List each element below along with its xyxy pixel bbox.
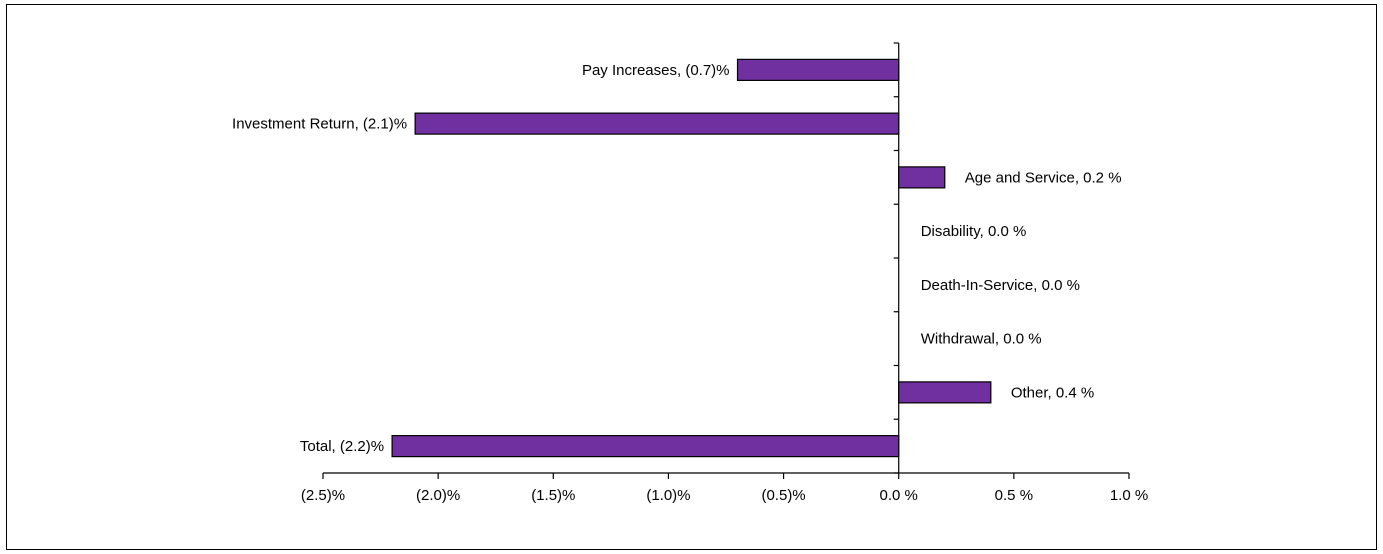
bar-pay-increases (736, 58, 900, 81)
x-tick-label: (1.0)% (646, 487, 690, 504)
bar-total (391, 435, 900, 458)
data-label: Withdrawal, 0.0 % (921, 331, 1042, 348)
x-tick-label: (1.5)% (531, 487, 575, 504)
gain-loss-bar-chart: (2.5)% (2.0)% (1.5)% (1.0)% (0.5)% 0.0 % 0.5 %… (232, 42, 1148, 504)
bar-investment-return (414, 112, 900, 135)
x-tick-label: 0.5 % (995, 487, 1033, 504)
axes: (2.5)% (2.0)% (1.5)% (1.0)% (0.5)% 0.0 % 0.5 %… (301, 42, 1148, 504)
data-label: Pay Increases, (0.7)% (582, 62, 730, 79)
x-tick-label: 1.0 % (1110, 487, 1148, 504)
data-label: Investment Return, (2.1)% (232, 116, 407, 133)
data-label: Death-In-Service, 0.0 % (921, 277, 1080, 294)
data-labels: Pay Increases, (0.7)% Investment Return, … (232, 62, 1122, 455)
data-label: Other, 0.4 % (1011, 384, 1094, 401)
x-tick-label: (0.5)% (761, 487, 805, 504)
data-label: Age and Service, 0.2 % (965, 169, 1122, 186)
bar-age-and-service (898, 166, 946, 189)
data-label: Disability, 0.0 % (921, 223, 1027, 240)
x-tick-label: 0.0 % (880, 487, 918, 504)
x-tick-label: (2.5)% (301, 487, 345, 504)
x-tick-label: (2.0)% (416, 487, 460, 504)
bars (391, 58, 992, 458)
bar-other (898, 381, 992, 404)
data-label: Total, (2.2)% (300, 438, 384, 455)
chart-frame: (2.5)% (2.0)% (1.5)% (1.0)% (0.5)% 0.0 % 0.5 %… (6, 4, 1377, 550)
